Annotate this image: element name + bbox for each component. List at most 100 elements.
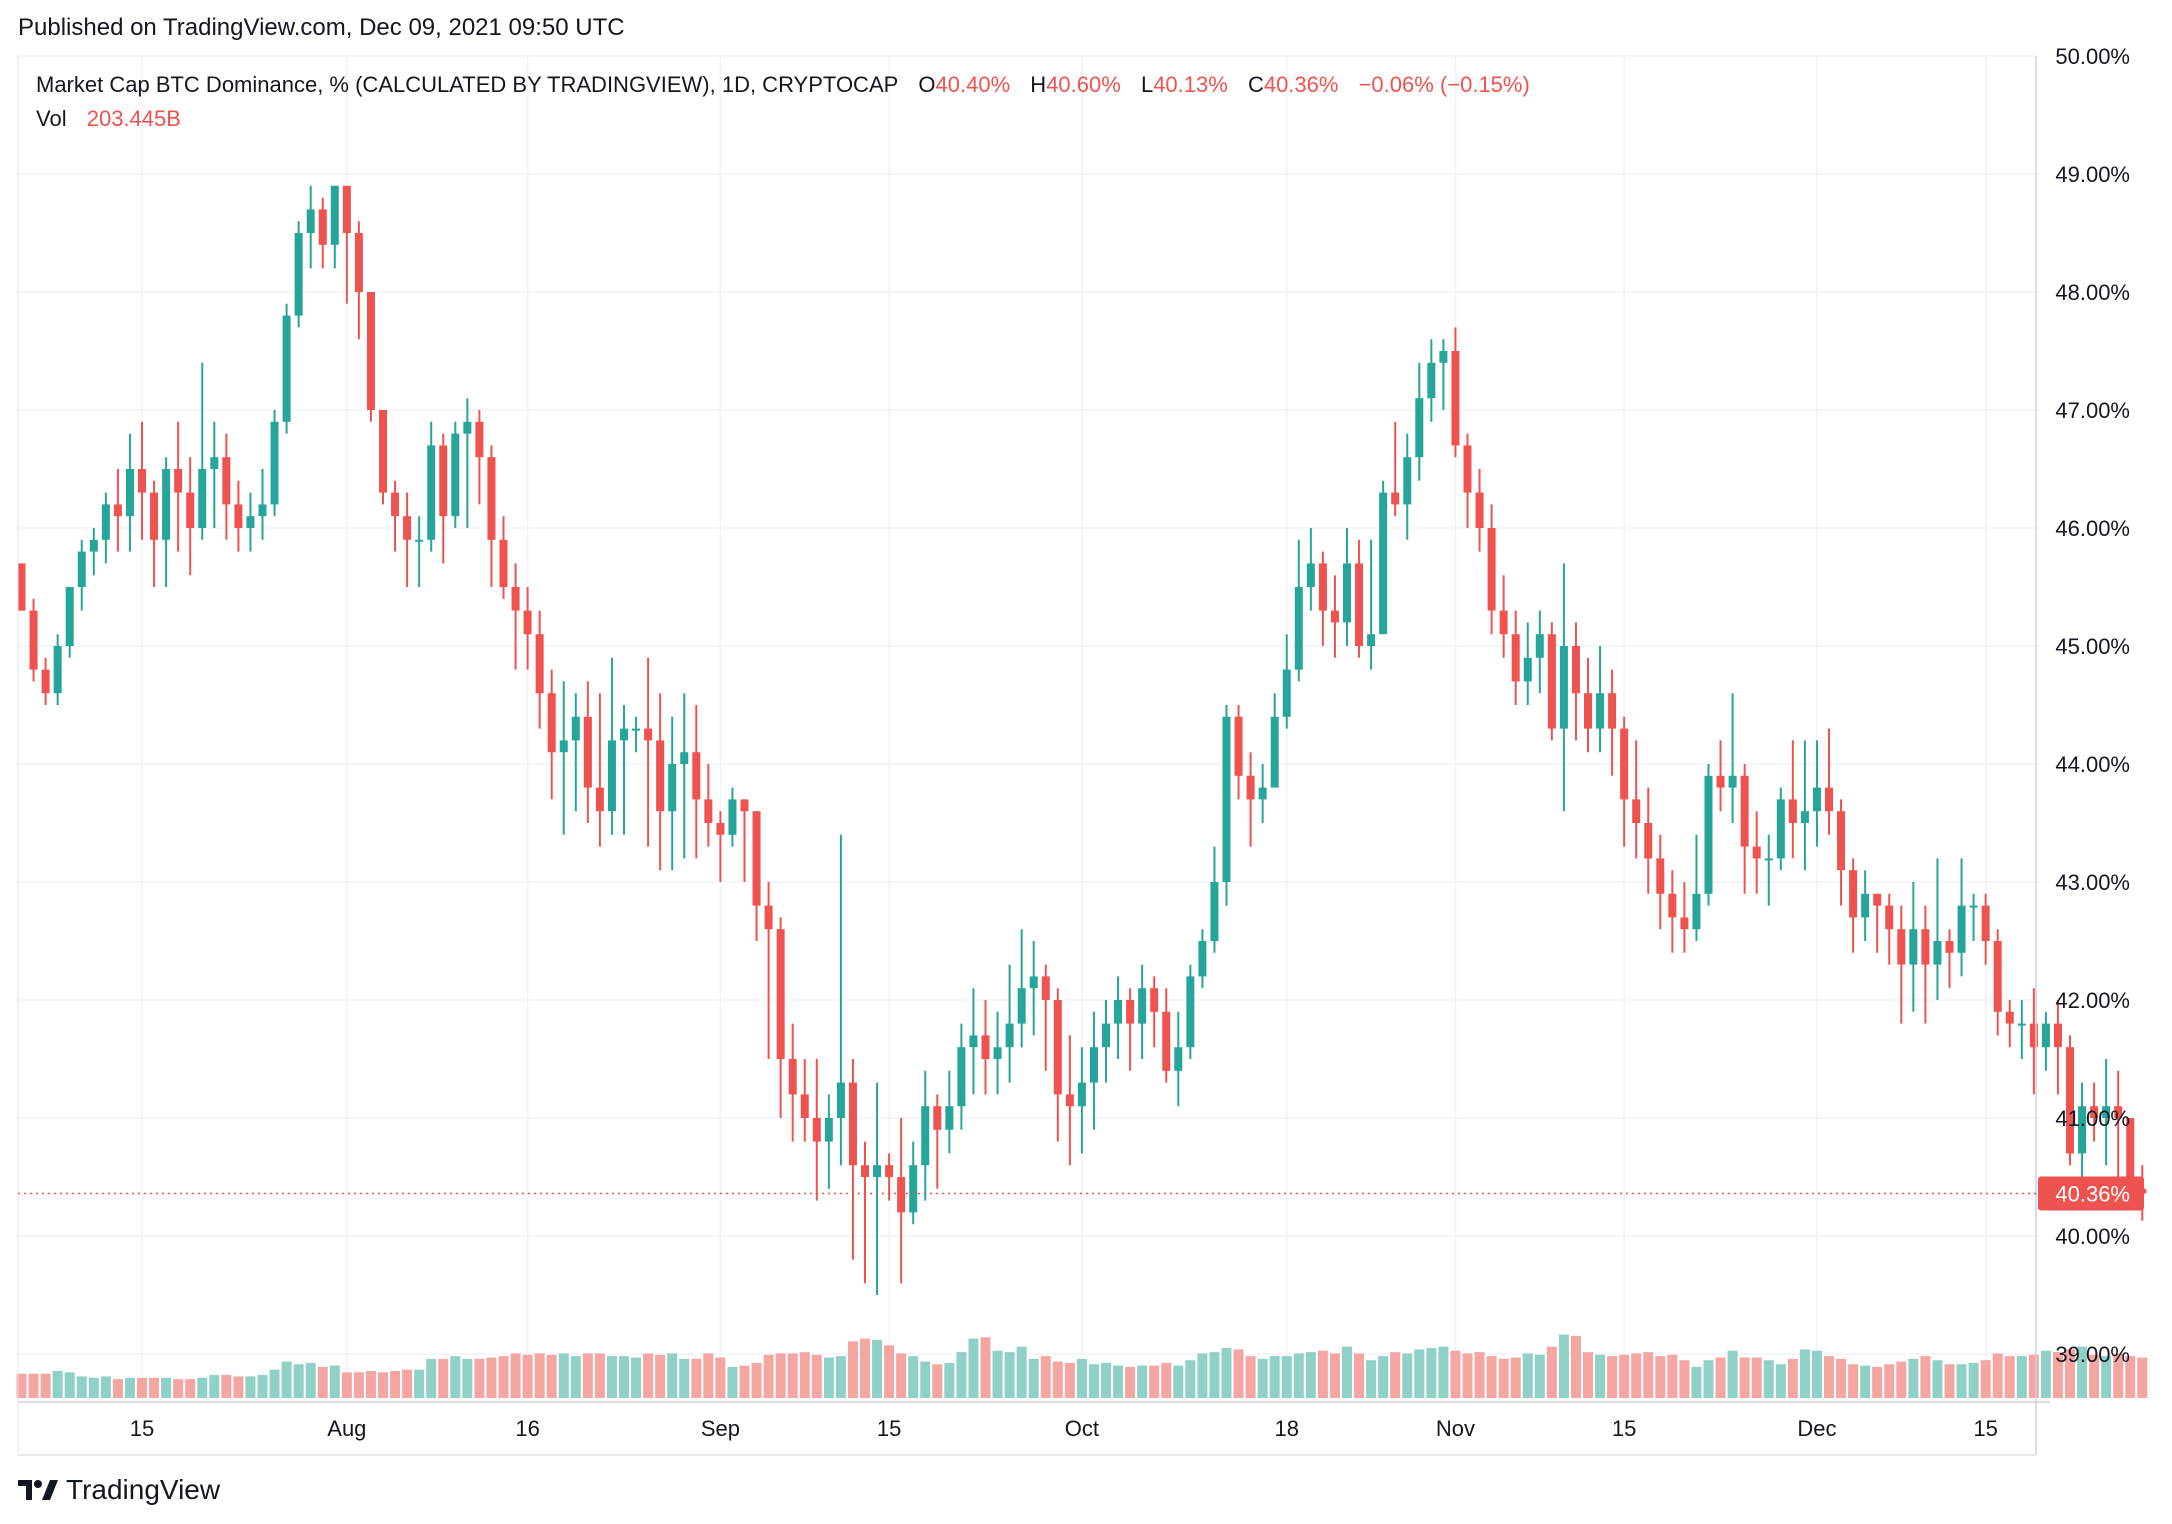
candle-body — [487, 457, 496, 540]
volume-bar — [305, 1362, 316, 1398]
candle-body — [198, 469, 207, 528]
tradingview-brand-text: TradingView — [66, 1474, 221, 1505]
volume-bar — [510, 1353, 521, 1398]
candlesticks — [17, 185, 2147, 1295]
candle-body — [1222, 716, 1231, 882]
candle-body — [1102, 1023, 1110, 1048]
volume-bar — [341, 1372, 352, 1398]
volume-bar — [1221, 1348, 1232, 1398]
candle-body — [1873, 893, 1882, 906]
volume-bar — [1137, 1365, 1148, 1398]
volume-bar — [1944, 1364, 1955, 1398]
candle-body — [294, 233, 303, 316]
volume-bar — [570, 1356, 581, 1398]
volume-bar — [1703, 1360, 1714, 1398]
volume-bar — [1305, 1352, 1316, 1398]
open-label: O — [918, 72, 936, 97]
candle-body — [1632, 799, 1641, 823]
volume-bar — [872, 1339, 883, 1398]
volume-bar — [1595, 1354, 1606, 1398]
volume-bar — [1438, 1346, 1449, 1398]
volume-bar — [775, 1353, 786, 1398]
volume-bar — [1366, 1360, 1377, 1398]
volume-bar — [643, 1353, 654, 1398]
volume-bar — [992, 1350, 1003, 1398]
candle-body — [2114, 1106, 2123, 1118]
x-tick-label: Oct — [1065, 1416, 1099, 1441]
candle-body — [957, 1047, 966, 1107]
volume-bar — [1679, 1360, 1690, 1398]
volume-bar — [293, 1364, 304, 1398]
volume-legend: Vol 203.445B — [36, 106, 181, 132]
candle-body — [981, 1035, 990, 1059]
candle-body — [1547, 634, 1556, 729]
candle-body — [704, 799, 713, 823]
candle-body — [89, 539, 98, 552]
candle-body — [1427, 362, 1436, 399]
volume-bar — [124, 1377, 135, 1398]
candle-body — [1282, 669, 1291, 717]
candle-body — [1837, 811, 1846, 871]
volume-bar — [1787, 1358, 1798, 1398]
volume-bar — [1173, 1365, 1184, 1398]
volume-bar — [619, 1356, 629, 1398]
candle-body — [1415, 398, 1424, 458]
volume-bar — [1619, 1354, 1630, 1398]
volume-bar — [233, 1376, 244, 1398]
candle-body — [186, 492, 195, 528]
candle-body — [427, 445, 436, 540]
tradingview-logo-icon — [18, 1480, 58, 1500]
high-label: H — [1030, 72, 1047, 97]
candle-body — [53, 646, 62, 694]
candle-body — [246, 516, 255, 528]
tradingview-logo[interactable]: TradingView — [18, 1474, 220, 1506]
candle-body — [583, 716, 592, 788]
candle-body — [668, 764, 677, 812]
volume-bar — [1028, 1358, 1039, 1398]
low-value: 40.13% — [1153, 72, 1228, 97]
candle-body — [29, 610, 38, 670]
volume-bar — [1185, 1360, 1196, 1398]
y-tick-label: 39.00% — [2055, 1342, 2130, 1367]
candle-body — [1053, 1000, 1062, 1095]
candle-body — [740, 799, 749, 812]
candle-body — [1210, 882, 1219, 941]
candle-body — [1692, 893, 1701, 930]
candle-body — [1535, 634, 1544, 658]
volume-bar — [1149, 1365, 1160, 1398]
volume-bar — [221, 1375, 232, 1398]
candle-body — [1065, 1094, 1074, 1107]
volume-bar — [1293, 1353, 1304, 1398]
candle-body — [1463, 445, 1472, 493]
volume-bar — [1799, 1349, 1810, 1398]
volume-bar — [2137, 1357, 2148, 1398]
volume-bar — [546, 1354, 557, 1398]
volume-bar — [1583, 1352, 1593, 1398]
volume-bar — [1667, 1354, 1678, 1398]
volume-bar — [631, 1357, 642, 1398]
candle-body — [2029, 1023, 2038, 1048]
candle-body — [1258, 787, 1267, 800]
candle-body — [2066, 1047, 2074, 1154]
candle-body — [306, 209, 315, 233]
volume-bar — [269, 1369, 280, 1398]
volume-bar — [1125, 1366, 1136, 1398]
volume-bar — [137, 1377, 147, 1398]
candle-body — [415, 539, 424, 542]
volume-bar — [1811, 1350, 1822, 1398]
candle-body — [1656, 858, 1665, 894]
candle-body — [138, 469, 146, 493]
volume-bar — [860, 1338, 870, 1398]
candle-body — [391, 492, 400, 517]
volume-bar — [378, 1372, 388, 1398]
volume-bar — [1546, 1346, 1557, 1398]
volume-bar — [209, 1375, 220, 1398]
candle-body — [1138, 988, 1147, 1024]
candle-body — [1740, 775, 1749, 847]
volume-bar — [353, 1372, 364, 1398]
volume-bar — [1462, 1353, 1473, 1398]
volume-bar — [1245, 1356, 1256, 1398]
candle-body — [644, 728, 653, 741]
candle-body — [17, 563, 26, 611]
